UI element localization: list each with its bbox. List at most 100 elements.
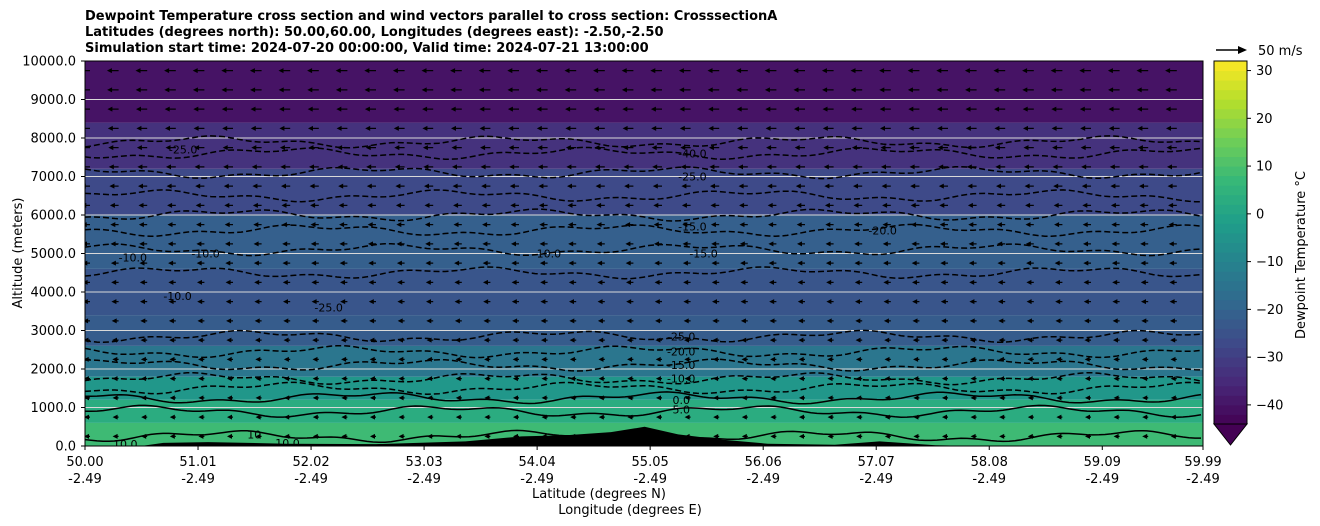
wind-vector: [311, 318, 317, 324]
wind-vector: [136, 106, 141, 112]
wind-vector: [1083, 260, 1089, 266]
wind-vector: [110, 222, 116, 228]
x-tick-label-longitude: -2.49: [1186, 472, 1220, 487]
wind-vector: [541, 395, 547, 401]
wind-vector: [1055, 337, 1061, 343]
wind-vector: [1085, 414, 1090, 420]
wind-vector: [1055, 318, 1061, 324]
wind-vector: [427, 395, 433, 401]
dewpoint-band: [85, 61, 1203, 123]
colorbar-segment: [1214, 242, 1247, 253]
x-axis-label-longitude: Longitude (degrees E): [558, 503, 702, 518]
wind-vector: [484, 395, 490, 401]
colorbar-segment: [1214, 146, 1247, 158]
wind-vector: [881, 164, 886, 170]
wind-vector: [483, 318, 489, 324]
chart-title-line-2: Latitudes (degrees north): 50.00,60.00, …: [85, 25, 664, 40]
wind-vector: [423, 164, 429, 170]
wind-vector: [1083, 241, 1088, 247]
wind-vector: [827, 376, 833, 382]
chart-title-line-3: Simulation start time: 2024-07-20 00:00:…: [85, 41, 649, 56]
wind-vector: [683, 299, 689, 305]
wind-vector: [626, 299, 632, 305]
wind-vector: [539, 222, 545, 228]
wind-vector: [770, 433, 776, 439]
contour-line: [85, 371, 1202, 386]
wind-vector: [969, 279, 975, 285]
wind-vector: [539, 241, 545, 247]
x-tick-label-longitude: -2.49: [520, 472, 554, 487]
wind-vector: [1141, 356, 1147, 362]
wind-vector: [85, 376, 89, 382]
wind-vector: [224, 202, 230, 208]
colorbar-segment: [1214, 61, 1247, 72]
wind-vector: [1079, 68, 1085, 74]
wind-vector: [940, 299, 946, 305]
x-tick-label-latitude: 59.09: [1084, 455, 1121, 470]
wind-vector: [684, 337, 689, 343]
wind-vector: [338, 202, 344, 208]
wind-vector: [1083, 299, 1089, 305]
wind-vector: [222, 125, 228, 131]
wind-vector: [1139, 202, 1145, 208]
wind-vector: [541, 433, 547, 439]
wind-vector: [998, 299, 1003, 305]
wind-vector: [1025, 222, 1031, 228]
x-tick-label-latitude: 56.06: [745, 455, 782, 470]
wind-vector: [85, 337, 89, 343]
wind-vector: [336, 125, 342, 131]
wind-vector: [540, 299, 546, 305]
wind-vector: [882, 222, 888, 228]
wind-vector: [283, 318, 289, 324]
wind-vector: [941, 356, 947, 362]
wind-vector: [1136, 68, 1142, 74]
wind-vector: [337, 164, 343, 170]
wind-vector: [565, 125, 571, 131]
wind-vector: [1084, 356, 1090, 362]
x-tick-label-latitude: 51.01: [179, 455, 216, 470]
wind-vector: [1051, 106, 1057, 112]
wind-vector: [655, 376, 661, 382]
wind-vector: [823, 145, 829, 151]
wind-vector: [713, 433, 719, 439]
wind-vector: [1168, 241, 1174, 247]
wind-vector: [168, 260, 174, 266]
wind-vector: [1056, 433, 1062, 439]
wind-vector: [453, 241, 459, 247]
wind-vector: [1109, 145, 1115, 151]
wind-vector: [482, 260, 488, 266]
colorbar-segment: [1214, 290, 1247, 301]
wind-vector: [536, 125, 542, 131]
wind-vector: [684, 414, 690, 420]
wind-vector: [368, 299, 374, 305]
x-tick-label-longitude: -2.49: [972, 472, 1006, 487]
wind-vector: [195, 202, 201, 208]
wind-vector: [226, 318, 232, 324]
wind-vector: [227, 395, 232, 401]
colorbar-segment: [1214, 328, 1247, 339]
wind-vector: [1111, 260, 1117, 266]
wind-vector: [993, 87, 999, 93]
wind-vector: [713, 376, 719, 382]
wind-vector: [1113, 395, 1119, 401]
wind-vector: [169, 395, 175, 401]
wind-vector: [282, 279, 288, 285]
wind-vector: [1165, 106, 1171, 112]
wind-vector: [1110, 183, 1116, 189]
wind-vector: [1112, 299, 1118, 305]
wind-vector: [1025, 241, 1031, 247]
wind-vector: [795, 164, 801, 170]
wind-vector: [111, 318, 117, 324]
colorbar-segment: [1214, 118, 1247, 129]
wind-vector: [793, 68, 799, 74]
wind-vector: [825, 222, 831, 228]
wind-vector: [193, 106, 199, 112]
wind-vector: [765, 106, 771, 112]
wind-vector: [938, 164, 944, 170]
wind-vector: [424, 202, 430, 208]
contour-line: [85, 242, 1202, 257]
wind-vector: [479, 125, 485, 131]
wind-vector: [737, 145, 743, 151]
wind-vector: [681, 202, 687, 208]
wind-vector: [478, 68, 484, 74]
